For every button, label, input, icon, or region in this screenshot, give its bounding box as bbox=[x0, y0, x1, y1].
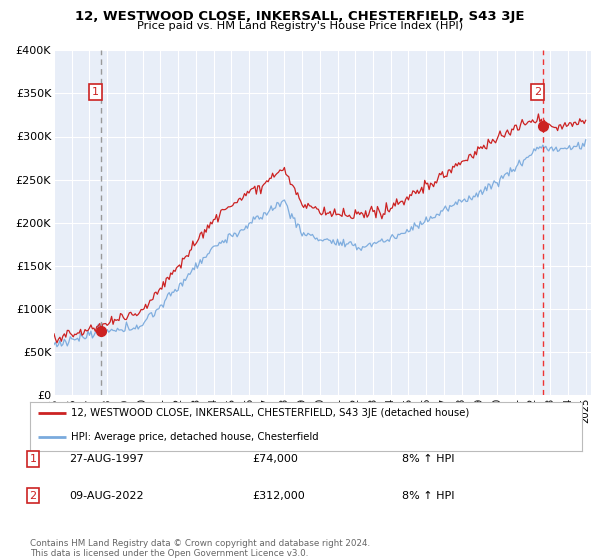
Text: 2: 2 bbox=[29, 491, 37, 501]
Text: 1: 1 bbox=[92, 87, 99, 97]
Text: 2: 2 bbox=[534, 87, 541, 97]
Text: Price paid vs. HM Land Registry's House Price Index (HPI): Price paid vs. HM Land Registry's House … bbox=[137, 21, 463, 31]
Text: 27-AUG-1997: 27-AUG-1997 bbox=[69, 454, 144, 464]
Text: 09-AUG-2022: 09-AUG-2022 bbox=[69, 491, 143, 501]
Text: 1: 1 bbox=[29, 454, 37, 464]
Text: 12, WESTWOOD CLOSE, INKERSALL, CHESTERFIELD, S43 3JE (detached house): 12, WESTWOOD CLOSE, INKERSALL, CHESTERFI… bbox=[71, 408, 470, 418]
Text: £312,000: £312,000 bbox=[252, 491, 305, 501]
Text: HPI: Average price, detached house, Chesterfield: HPI: Average price, detached house, Ches… bbox=[71, 432, 319, 442]
Text: 8% ↑ HPI: 8% ↑ HPI bbox=[402, 491, 455, 501]
Text: 8% ↑ HPI: 8% ↑ HPI bbox=[402, 454, 455, 464]
Text: Contains HM Land Registry data © Crown copyright and database right 2024.
This d: Contains HM Land Registry data © Crown c… bbox=[30, 539, 370, 558]
Text: £74,000: £74,000 bbox=[252, 454, 298, 464]
Text: 12, WESTWOOD CLOSE, INKERSALL, CHESTERFIELD, S43 3JE: 12, WESTWOOD CLOSE, INKERSALL, CHESTERFI… bbox=[75, 10, 525, 23]
